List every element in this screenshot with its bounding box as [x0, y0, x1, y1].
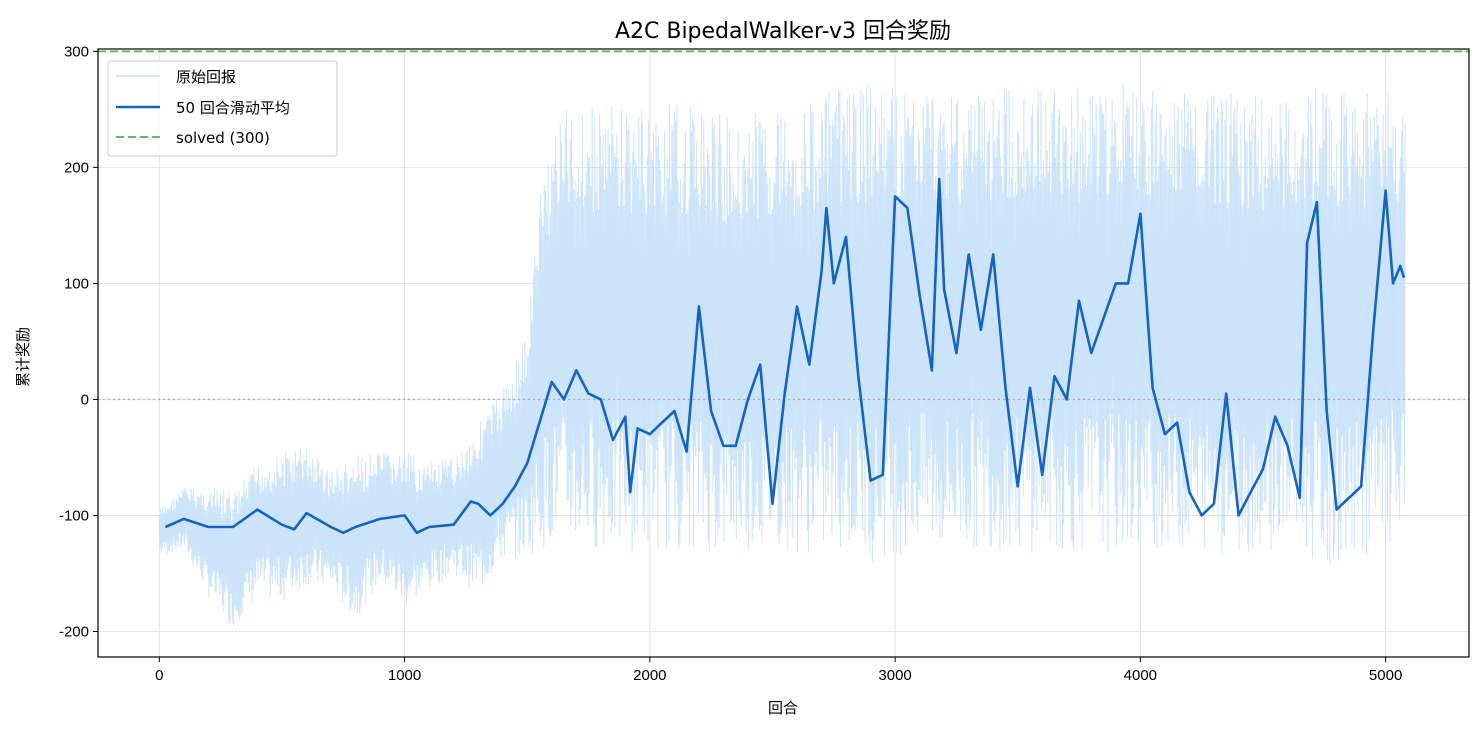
y-tick-label: 200 [64, 159, 89, 176]
raw-returns-series [158, 84, 1406, 627]
legend-label-moving-average: 50 回合滑动平均 [176, 99, 290, 117]
y-tick-label: -200 [59, 623, 89, 640]
moving-average-series [164, 177, 1406, 535]
plot-area [93, 48, 1470, 662]
x-tick-label: 0 [155, 667, 163, 684]
y-tick-label: 0 [81, 391, 89, 408]
x-tick-label: 3000 [878, 667, 911, 684]
x-tick-label: 2000 [633, 667, 666, 684]
y-axis-label: 累计奖励 [14, 327, 32, 387]
y-tick-label: 100 [64, 275, 89, 292]
plot-frame [97, 48, 1470, 658]
x-tick-label: 1000 [388, 667, 421, 684]
legend-label-solved: solved (300) [176, 129, 270, 147]
chart-title: A2C BipedalWalker-v3 回合奖励 [615, 19, 951, 44]
legend-frame [107, 60, 338, 157]
x-axis-label: 回合 [768, 699, 798, 717]
legend: 原始回报 50 回合滑动平均 solved (300) [107, 60, 338, 157]
legend-label-raw: 原始回报 [176, 68, 236, 86]
y-tick-label: -100 [59, 507, 89, 524]
y-tick-label: 300 [64, 43, 89, 60]
x-tick-label: 5000 [1369, 667, 1402, 684]
x-tick-label: 4000 [1124, 667, 1157, 684]
